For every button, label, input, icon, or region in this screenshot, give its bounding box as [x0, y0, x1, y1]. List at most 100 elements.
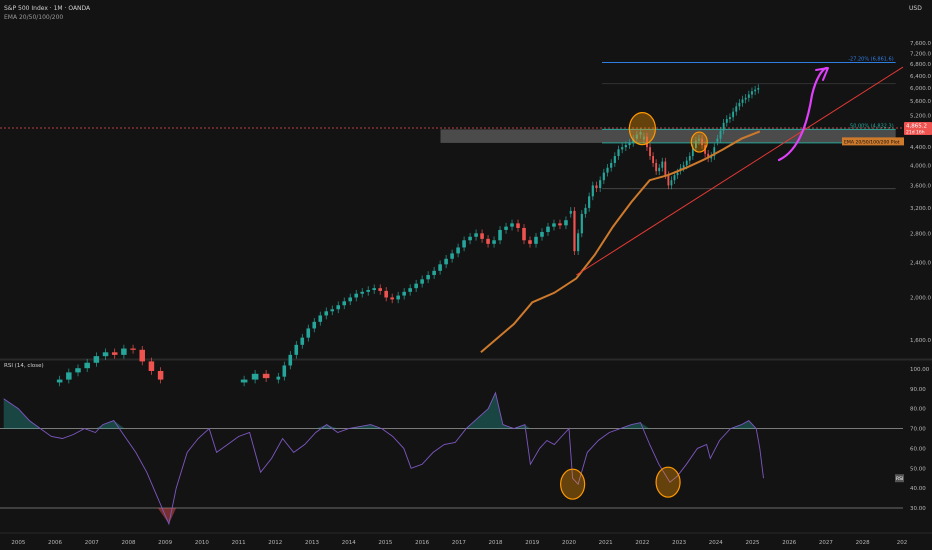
candle-body-6-12: [754, 89, 757, 92]
x-tick-label-14: 2019: [525, 540, 539, 546]
annotation-layer: [560, 112, 708, 500]
candle-body-0-10: [148, 361, 155, 371]
x-tick-label-0: 2005: [11, 540, 25, 546]
candle-body-0-11: [157, 370, 164, 380]
candle-body-2-25: [426, 275, 430, 280]
candle-body-4-5: [658, 167, 661, 172]
candle-body-2-16: [372, 288, 376, 290]
x-tick-label-20: 2025: [746, 540, 760, 546]
candle-body-5-10: [710, 156, 713, 159]
candle-body-2-45: [546, 226, 550, 232]
candle-body-6-11: [751, 91, 753, 95]
candle-body-0-4: [93, 356, 100, 363]
candle-body-6-6: [735, 106, 738, 112]
candle-body-2-3: [294, 344, 299, 355]
candle-body-0-9: [139, 349, 145, 362]
candle-body-2-2: [288, 354, 293, 366]
candle-body-6-3: [725, 119, 728, 123]
price-tick-label-11: 6,000.0: [910, 86, 931, 92]
candle-body-2-13: [354, 293, 359, 298]
candle-body-4-9: [670, 180, 673, 186]
candle-body-2-44: [540, 231, 544, 237]
candle-body-2-19: [390, 297, 394, 300]
candle-body-2-32: [468, 236, 472, 241]
candle-body-0-0: [56, 379, 63, 383]
projection-arrowhead: [815, 67, 829, 81]
candle-body-5-7: [701, 138, 703, 146]
x-tick-label-24: 202: [897, 540, 908, 546]
x-tick-label-11: 2016: [415, 540, 429, 546]
candle-body-6-2: [722, 122, 725, 131]
candle-body-2-33: [474, 233, 478, 237]
candle-body-2-23: [414, 283, 418, 289]
currency-label: USD: [909, 5, 922, 12]
candle-body-3-4: [584, 207, 587, 214]
candle-body-2-29: [450, 253, 454, 259]
candle-body-3-14: [621, 147, 624, 150]
annotation-circle-1: [690, 131, 708, 153]
candle-body-2-10: [336, 305, 341, 310]
candle-body-3-5: [588, 196, 591, 208]
candle-body-2-14: [360, 291, 365, 294]
x-tick-label-12: 2017: [452, 540, 466, 546]
price-tick-label-0: 1,600.0: [910, 338, 931, 344]
candle-body-2-37: [498, 229, 502, 241]
axis-layer: 1,600.0 2,000.0 2,400.0 2,800.0 3,200.0 3,600…: [0, 41, 932, 546]
candle-body-5-5: [694, 140, 697, 149]
candle-body-2-34: [480, 233, 484, 239]
candle-body-5-11: [713, 147, 716, 157]
rsi-tick-label-0: 30.00: [910, 506, 926, 512]
candle-body-1-0: [240, 379, 248, 383]
candle-body-2-7: [318, 315, 323, 322]
rsi-tick-label-6: 90.00: [910, 387, 926, 393]
x-tick-label-5: 2010: [195, 540, 209, 546]
ema-line-0: [480, 130, 761, 354]
candle-body-2-6: [312, 321, 317, 329]
candle-body-6-9: [744, 97, 747, 100]
fib-level-label-2: 50.00% (4,832.3): [850, 123, 894, 129]
x-tick-label-23: 2028: [856, 540, 870, 546]
candle-body-2-42: [528, 240, 532, 244]
candle-body-2-8: [324, 311, 329, 316]
rsi-overbought-fill: [3, 392, 764, 429]
candle-body-4-6: [661, 161, 664, 168]
candle-body-3-11: [610, 162, 613, 168]
candle-body-4-3: [652, 156, 655, 163]
candle-body-0-8: [130, 348, 136, 350]
candle-body-2-22: [408, 288, 412, 292]
annotation-circle-0: [628, 112, 656, 146]
projection-arrow: [777, 66, 828, 162]
candle-body-3-19: [639, 132, 642, 135]
rsi-tick-label-7: 100.00: [910, 367, 930, 373]
candle-body-3-15: [624, 145, 627, 148]
candle-body-3-9: [602, 172, 605, 181]
price-zone-layer: [440, 129, 896, 143]
candle-body-2-40: [516, 223, 520, 228]
candle-body-3-8: [599, 180, 602, 189]
candle-body-6-8: [741, 99, 744, 103]
candle-body-2-47: [558, 223, 562, 226]
candle-body-4-4: [655, 162, 658, 172]
x-tick-label-15: 2020: [562, 540, 576, 546]
indicator-legend: EMA 20/50/100/200: [4, 14, 64, 21]
candle-body-2-18: [384, 290, 388, 298]
price-tick-label-1: 2,000.0: [910, 295, 931, 301]
candle-body-4-8: [667, 175, 670, 186]
x-tick-label-9: 2014: [342, 540, 356, 546]
x-tick-label-7: 2012: [268, 540, 282, 546]
candle-body-2-36: [492, 240, 496, 244]
candle-body-2-43: [534, 236, 538, 244]
price-tick-label-14: 7,200.0: [910, 51, 931, 57]
candle-body-6-7: [738, 102, 741, 107]
candle-body-5-1: [682, 165, 685, 168]
rsi-current-label: RSI: [896, 476, 903, 482]
x-tick-label-3: 2008: [121, 540, 135, 546]
x-tick-label-21: 2026: [782, 540, 796, 546]
x-tick-label-8: 2013: [305, 540, 319, 546]
fib-levels-layer: -27.20% (6,861.6) 50.00% (4,832.3): [0, 56, 903, 190]
current-price-countdown: 21d 16h: [906, 130, 925, 136]
candle-body-2-12: [348, 297, 353, 302]
x-tick-label-13: 2018: [489, 540, 503, 546]
candle-body-1-1: [251, 373, 259, 380]
